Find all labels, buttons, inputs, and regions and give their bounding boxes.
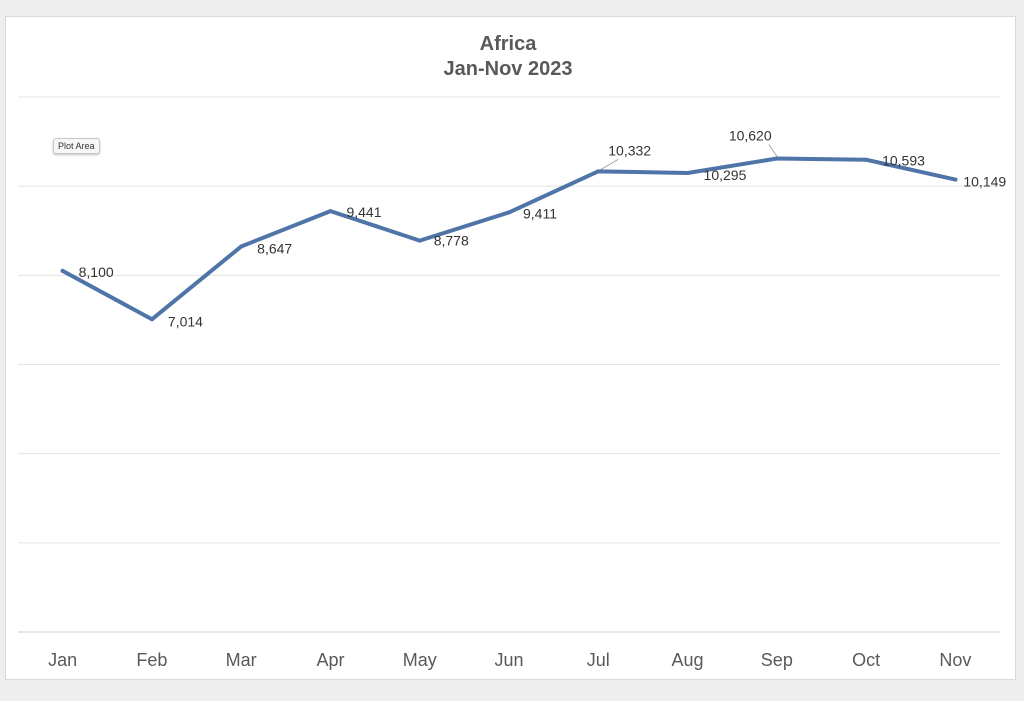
x-tick-label: Apr [316, 650, 344, 670]
data-label: 8,647 [257, 240, 292, 256]
data-point[interactable] [596, 169, 601, 174]
x-tick-label: Jan [48, 650, 77, 670]
data-point[interactable] [149, 317, 154, 322]
data-labels: 8,100 7,014 8,647 9,441 8,778 9,411 10,332 10,2… [79, 128, 1007, 330]
chart-title-block: Africa Jan-Nov 2023 [0, 32, 1016, 82]
series-layer[interactable] [60, 156, 958, 322]
leader-lines [599, 144, 779, 171]
series-line[interactable] [60, 156, 958, 322]
x-tick-label: Feb [136, 650, 167, 670]
data-label: 9,411 [523, 205, 557, 221]
x-tick-label: May [403, 650, 437, 670]
chart-frame [5, 16, 1016, 680]
x-tick-label: Mar [226, 650, 257, 670]
leader-line [599, 159, 619, 171]
x-tick-label: Nov [939, 650, 971, 670]
chart-title: Africa [479, 33, 537, 55]
data-label: 8,100 [79, 264, 114, 280]
x-tick-label: Jun [494, 650, 523, 670]
data-point[interactable] [417, 238, 422, 243]
x-tick-label: Oct [852, 650, 880, 670]
x-tick-label: Jul [587, 650, 610, 670]
data-point[interactable] [864, 157, 869, 162]
chart-subtitle: Jan-Nov 2023 [443, 58, 573, 80]
x-axis-ticks: Jan Feb Mar Apr May Jun Jul Aug Sep Oct Nov [48, 650, 971, 670]
data-point[interactable] [953, 177, 958, 182]
data-point[interactable] [774, 156, 779, 161]
data-label: 10,332 [608, 142, 651, 158]
data-label: 9,441 [346, 204, 381, 220]
data-point[interactable] [328, 209, 333, 214]
x-tick-label: Aug [672, 650, 704, 670]
data-point[interactable] [239, 244, 244, 249]
data-point[interactable] [507, 210, 511, 215]
gridlines [18, 96, 1000, 633]
data-label: 8,778 [434, 233, 469, 249]
leader-line [768, 144, 779, 158]
data-label: 10,593 [882, 153, 925, 169]
data-label: 7,014 [168, 313, 203, 329]
data-point[interactable] [685, 171, 690, 176]
data-label: 10,295 [704, 167, 747, 183]
data-label: 10,149 [963, 174, 1006, 190]
plot-area-tooltip: Plot Area [53, 138, 100, 154]
x-tick-label: Sep [761, 650, 793, 670]
data-label: 10,620 [729, 128, 772, 144]
data-point[interactable] [60, 268, 65, 273]
